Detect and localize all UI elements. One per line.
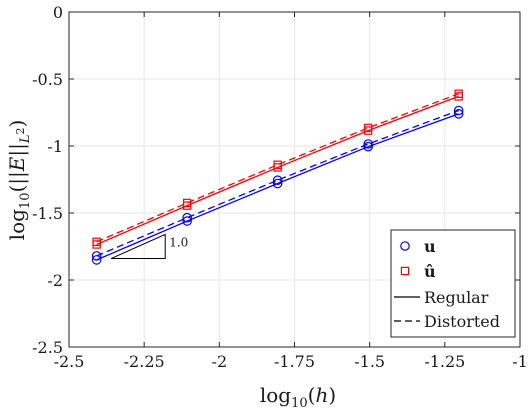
x-tick-label: -2 <box>212 352 228 371</box>
slope-triangle-shape <box>110 233 166 260</box>
data-point-u-regular <box>272 178 283 189</box>
y-tick-label: -2 <box>47 271 63 290</box>
y-axis-label-prefix: log <box>5 209 29 240</box>
data-point-uhat-distorted <box>182 198 192 208</box>
data-point-uhat-distorted <box>273 160 282 169</box>
legend-label: u <box>424 237 436 256</box>
legend-label: û <box>424 262 436 281</box>
legend-label: Regular <box>424 288 489 307</box>
data-point-u-regular <box>453 109 464 119</box>
y-tick-label: -2.5 <box>32 338 63 357</box>
y-tick-label: -1.5 <box>32 204 63 223</box>
x-axis-label-close: ) <box>328 383 336 407</box>
data-point-u-distorted <box>453 105 464 116</box>
legend: uû Regular Distorted <box>390 229 516 338</box>
data-point-u-distorted <box>363 139 373 149</box>
y-axis-label-space: L <box>18 135 33 145</box>
legend-box <box>390 229 516 338</box>
slope-label: 1.0 <box>169 235 188 249</box>
legend-label: Distorted <box>424 312 500 331</box>
data-point-u-regular <box>363 141 373 152</box>
data-point-uhat-distorted <box>454 89 463 98</box>
series-line-u-regular <box>96 113 459 261</box>
y-axis-label-var: E <box>5 156 29 172</box>
x-tick-label: -1.5 <box>354 352 385 371</box>
series-line-u-distorted <box>96 109 459 257</box>
x-axis-label-var: h <box>315 383 328 407</box>
y-tick-label: -0.5 <box>32 70 63 89</box>
x-axis-label-subscript: 10 <box>291 396 308 411</box>
x-axis-label-prefix: log <box>260 383 291 407</box>
y-tick-label: 0 <box>53 3 63 22</box>
data-point-uhat-distorted <box>363 123 373 133</box>
y-axis-label-subscript: 10 <box>18 193 33 210</box>
y-axis-label-norm: || <box>5 143 30 156</box>
legend-marker-uhat <box>400 266 410 276</box>
x-tick-label: -1.25 <box>424 352 465 371</box>
y-axis-label-open: (|| <box>5 171 30 192</box>
x-tick-label: -2.25 <box>124 352 165 371</box>
x-axis-label: log10(h) <box>260 383 336 411</box>
data-point-u-distorted <box>91 251 102 261</box>
x-tick-label: -2.5 <box>54 352 85 371</box>
y-axis-label-power: 2 <box>14 128 27 135</box>
series-line-uhat-regular <box>96 95 459 246</box>
svg-text:log10(h): log10(h) <box>260 383 336 411</box>
series-layer <box>91 89 464 265</box>
x-tick-label: -1 <box>512 352 528 371</box>
data-point-u-distorted <box>182 212 192 223</box>
data-point-uhat-distorted <box>92 237 101 247</box>
x-axis-label-arg: ( <box>308 383 316 407</box>
x-tick-label: -1.75 <box>274 352 315 371</box>
data-point-u-regular <box>182 216 192 226</box>
legend-marker-u <box>400 241 410 251</box>
y-tick-label: -1 <box>47 137 63 156</box>
y-axis-label-close: ) <box>5 120 29 128</box>
slope-triangle: 1.0 <box>110 233 188 260</box>
y-axis-label: log10(||E||L2) <box>5 120 33 241</box>
data-point-u-distorted <box>272 175 283 185</box>
axis-ticks: -2.5 -2.25 -2 -1.75 -1.5 -1.25 -1 0 -0.5 -1 -1.5 -2… <box>32 3 528 371</box>
svg-text:log10(||E||L2): log10(||E||L2) <box>5 120 33 241</box>
